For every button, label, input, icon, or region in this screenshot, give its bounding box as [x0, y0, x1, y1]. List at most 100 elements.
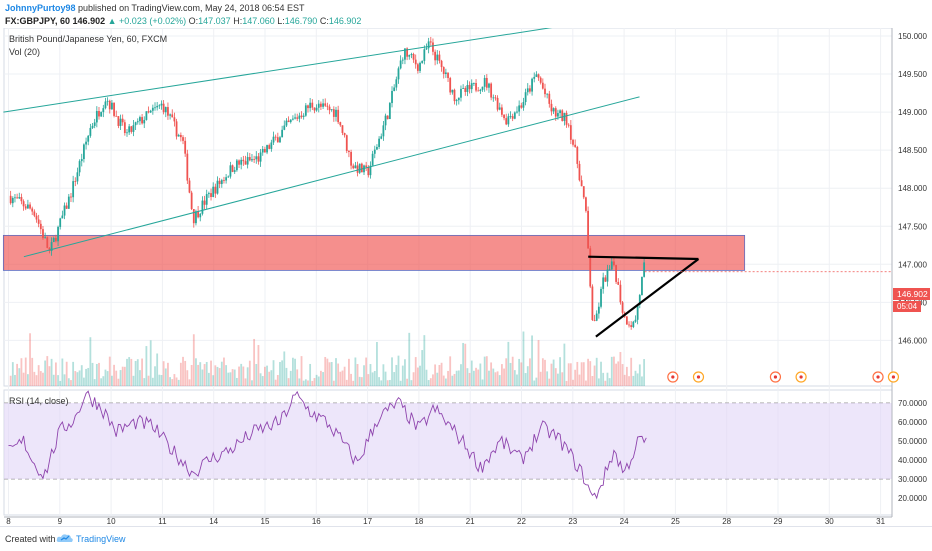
volume-bar: [382, 364, 385, 386]
candle-body: [20, 197, 23, 202]
open-label: O:: [188, 16, 199, 26]
volume-bar: [537, 340, 540, 386]
candle-body: [376, 146, 378, 150]
candle-body: [505, 118, 508, 125]
candle-body: [210, 193, 212, 197]
volume-bar: [171, 379, 174, 386]
event-marker-icon[interactable]: [769, 371, 782, 383]
candle-body: [453, 89, 456, 102]
volume-bar: [195, 358, 197, 386]
event-marker-icon[interactable]: [795, 371, 807, 383]
candle-body: [330, 109, 333, 111]
candles: [9, 36, 646, 330]
volume-bar: [14, 374, 16, 386]
volume-bar: [363, 365, 365, 386]
volume-bar: [210, 360, 212, 386]
candle-body: [100, 112, 103, 117]
volume-bar: [289, 370, 292, 386]
candle-body: [367, 167, 370, 176]
event-marker-icon[interactable]: [667, 371, 679, 383]
candle-body: [384, 115, 387, 126]
candle-body: [292, 118, 294, 120]
candle-body: [145, 111, 148, 120]
volume-bar: [35, 375, 38, 386]
candle-body: [195, 211, 197, 224]
volume-bar: [324, 356, 327, 386]
candle-body: [600, 288, 602, 307]
candle-body: [628, 324, 630, 326]
candle-body: [240, 159, 243, 165]
candle-body: [283, 125, 286, 130]
trend-lines[interactable]: [3, 28, 892, 338]
volume-bar: [61, 358, 64, 386]
event-markers[interactable]: [667, 371, 900, 383]
candle-body: [496, 97, 499, 110]
volume-bar: [48, 366, 51, 386]
candle-body: [65, 205, 68, 209]
candle-body: [50, 242, 53, 251]
candle-body: [619, 284, 622, 303]
publish-line: JohnnyPurtoy98 published on TradingView.…: [5, 3, 305, 13]
volume-bar: [160, 375, 163, 386]
candle-body: [229, 165, 232, 177]
candle-body: [416, 64, 419, 71]
event-dot: [799, 375, 803, 379]
candle-body: [231, 165, 234, 172]
event-marker-icon[interactable]: [872, 371, 884, 383]
candle-body: [102, 108, 105, 113]
candle-body: [130, 126, 133, 132]
candle-body: [636, 305, 639, 320]
axes: 146.000146.500147.000147.500148.000148.5…: [4, 28, 927, 526]
candle-body: [615, 265, 617, 282]
volume-bar: [496, 371, 499, 386]
tradingview-brand[interactable]: TradingView: [76, 534, 126, 544]
event-marker-icon[interactable]: [692, 371, 705, 383]
volume-bar: [384, 371, 387, 386]
high-label: H:: [233, 16, 243, 26]
footer: Created with TradingView: [0, 526, 932, 551]
volume-bar: [546, 371, 549, 386]
volume-bar: [72, 361, 75, 386]
candle-body: [444, 72, 447, 74]
event-marker-icon[interactable]: [887, 371, 900, 383]
event-dot: [876, 375, 880, 379]
candle-body: [186, 153, 189, 181]
candle-body: [470, 83, 473, 90]
candle-body: [128, 126, 131, 133]
candle-body: [83, 144, 85, 160]
candle-body: [322, 103, 324, 107]
candle-body: [89, 127, 92, 136]
candle-body: [184, 140, 187, 154]
candle-body: [442, 67, 445, 74]
candle-body: [302, 115, 305, 117]
volume-bar: [552, 359, 555, 386]
candle-body: [197, 211, 200, 218]
volume-bar: [576, 361, 579, 386]
candle-body: [537, 74, 540, 78]
candle-body: [503, 114, 505, 119]
candle-body: [14, 197, 16, 199]
candle-body: [281, 129, 284, 138]
volume-bar: [11, 362, 14, 386]
volume-bar: [111, 375, 113, 386]
volume-bar: [380, 380, 383, 386]
volume-bar: [223, 357, 225, 386]
volume-bar: [266, 365, 268, 386]
volume-bar: [522, 331, 525, 386]
candle-body: [397, 68, 400, 80]
volume-bar: [134, 360, 137, 386]
volume-bar: [343, 366, 346, 386]
volume-bar: [184, 360, 187, 386]
candle-body: [492, 97, 495, 99]
quote-line: FX:GBPJPY, 60 146.902 ▲ +0.023 (+0.02%) …: [5, 16, 361, 26]
candle-body: [300, 115, 303, 117]
chart-canvas[interactable]: 146.000146.500147.000147.500148.000148.5…: [0, 28, 932, 526]
volume-bar: [216, 366, 219, 386]
volume-bar: [449, 356, 452, 386]
volume-bar: [253, 338, 256, 386]
candle-body: [580, 180, 583, 187]
author-link[interactable]: JohnnyPurtoy98: [5, 3, 76, 13]
volume-bar: [582, 362, 585, 386]
volume-bar: [423, 335, 426, 386]
volume-bar: [625, 366, 628, 386]
